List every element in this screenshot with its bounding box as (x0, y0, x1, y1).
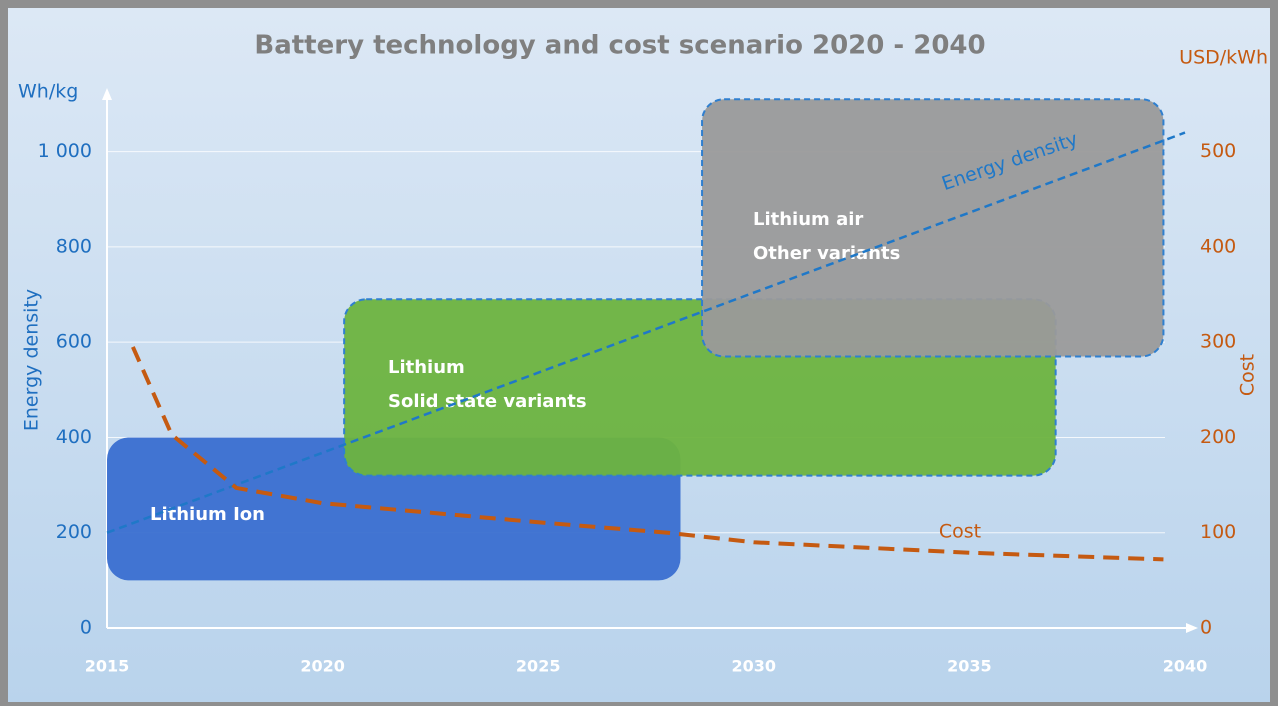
y2-unit: USD/kWh (1179, 47, 1268, 69)
x-tick-label: 2030 (732, 657, 777, 676)
y2-tick-label: 400 (1200, 235, 1236, 257)
series-line (131, 346, 1164, 562)
region-label: Other variants (753, 243, 900, 264)
y-tick-label: 600 (56, 331, 92, 353)
region-label: Lithium Ion (150, 504, 265, 525)
region-label: Solid state variants (388, 391, 587, 412)
y-tick-label: 400 (56, 426, 92, 448)
y2-axis-label: Cost (1237, 354, 1259, 396)
y2-tick-label: 500 (1200, 140, 1236, 162)
region-label: Lithium (388, 357, 465, 378)
y-unit: Wh/kg (18, 81, 78, 103)
y-tick-label: 200 (56, 521, 92, 543)
x-tick-label: 2035 (947, 657, 992, 676)
x-tick-label: 2025 (516, 657, 561, 676)
x-axis-arrow (1186, 623, 1198, 633)
x-tick-label: 2040 (1163, 657, 1208, 676)
y2-tick-label: 300 (1200, 331, 1236, 353)
region-label: Lithium air (753, 209, 863, 230)
y2-tick-label: 200 (1200, 426, 1236, 448)
series-label: Cost (939, 521, 981, 543)
y-axis-arrow (102, 88, 112, 100)
x-tick-label: 2015 (85, 657, 130, 676)
chart-title: Battery technology and cost scenario 202… (254, 31, 985, 61)
y-tick-label: 1 000 (38, 140, 92, 162)
y2-tick-label: 100 (1200, 521, 1236, 543)
y2-tick-label: 0 (1200, 617, 1212, 639)
y-tick-label: 0 (80, 617, 92, 639)
series-line (106, 131, 1186, 534)
y-tick-label: 800 (56, 235, 92, 257)
x-tick-label: 2020 (300, 657, 345, 676)
region (701, 98, 1165, 358)
y-axis-label: Energy density (21, 289, 43, 431)
